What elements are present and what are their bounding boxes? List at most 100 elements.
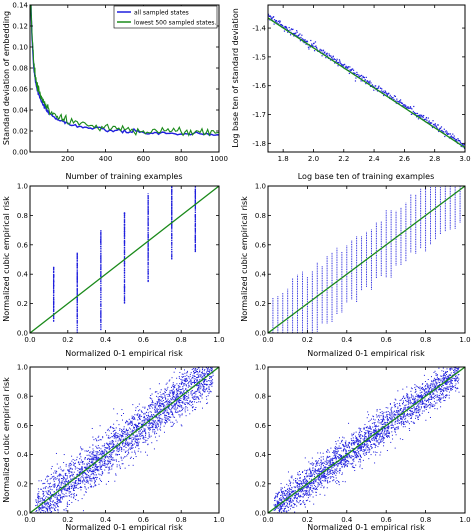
data-point [55, 503, 57, 505]
data-point [188, 385, 190, 387]
panel-5-marks [29, 366, 220, 514]
data-point [307, 499, 309, 501]
data-point [329, 461, 331, 463]
data-point [387, 93, 389, 95]
data-point [336, 446, 338, 448]
data-point [142, 441, 144, 443]
data-point [369, 427, 371, 429]
data-point [304, 490, 306, 492]
data-point [436, 374, 438, 376]
data-point [136, 426, 138, 428]
data-point [414, 399, 416, 401]
data-point [182, 382, 184, 384]
data-point [438, 386, 440, 388]
data-point [67, 490, 69, 492]
data-point [321, 55, 323, 57]
data-point [67, 485, 69, 487]
data-point [188, 394, 190, 396]
data-point [126, 421, 128, 423]
y-tick-label: 0.00 [12, 149, 28, 157]
x-tick-label: 0.4 [100, 516, 112, 524]
data-point [108, 469, 110, 471]
data-point [317, 469, 319, 471]
data-point [186, 377, 188, 379]
x-tick-label: 0.0 [24, 336, 35, 344]
data-point [276, 21, 278, 24]
data-point [307, 487, 309, 489]
data-point [197, 388, 199, 390]
data-point [40, 488, 42, 490]
data-point [175, 408, 177, 410]
data-point [399, 399, 401, 401]
data-point [180, 388, 182, 390]
data-point [47, 503, 49, 505]
data-point [145, 411, 147, 413]
data-point [210, 391, 212, 393]
data-point [108, 463, 110, 465]
data-point [406, 393, 408, 395]
data-point [74, 468, 76, 470]
data-point [68, 480, 70, 482]
data-point [64, 483, 66, 485]
data-point [298, 34, 300, 36]
data-point [311, 457, 313, 459]
data-point [101, 450, 103, 452]
data-point [326, 470, 328, 472]
data-point [142, 430, 144, 432]
data-point [124, 444, 126, 446]
data-point [115, 474, 117, 476]
data-point [48, 475, 50, 477]
data-point [81, 476, 83, 478]
data-point [179, 383, 181, 385]
data-point [322, 470, 324, 472]
data-point [72, 462, 74, 464]
data-point [172, 397, 174, 399]
data-point [75, 487, 77, 489]
data-point [286, 511, 288, 513]
data-point [68, 483, 70, 485]
data-point [130, 422, 132, 424]
data-point [441, 381, 443, 383]
data-point [82, 510, 84, 512]
data-point [46, 502, 48, 504]
data-point [455, 377, 457, 379]
data-point [39, 507, 41, 509]
data-point [322, 458, 324, 460]
data-point [183, 391, 185, 393]
panel-3-ticks: 0.0 0.2 0.4 0.6 0.8 1.00.00.20.40.60.81.0 [17, 183, 225, 345]
data-point [124, 451, 126, 453]
data-point [131, 441, 133, 443]
data-point [384, 91, 387, 93]
data-point [77, 500, 79, 502]
data-point [391, 417, 393, 419]
data-point [104, 462, 106, 464]
data-point [209, 372, 211, 374]
data-point [334, 451, 336, 453]
data-point [53, 297, 55, 299]
data-point [108, 472, 110, 474]
data-point [417, 118, 420, 120]
data-point [92, 452, 94, 454]
data-point [396, 403, 398, 405]
data-point [81, 461, 83, 463]
data-point [43, 510, 45, 512]
data-point [454, 138, 456, 141]
data-point [393, 95, 396, 97]
data-point [111, 453, 113, 455]
data-point [365, 76, 367, 79]
data-point [377, 418, 379, 420]
data-point [40, 480, 42, 482]
data-point [360, 456, 362, 458]
data-point [400, 408, 402, 410]
data-point [377, 431, 379, 433]
data-point [96, 468, 98, 470]
data-point [118, 450, 120, 452]
data-point [172, 382, 174, 384]
data-point [58, 475, 60, 477]
data-point [202, 368, 204, 370]
data-point [278, 501, 280, 503]
x-tick-label: 2.0 [308, 155, 319, 163]
data-point [201, 407, 203, 409]
data-point [161, 404, 163, 406]
data-point [96, 447, 98, 449]
